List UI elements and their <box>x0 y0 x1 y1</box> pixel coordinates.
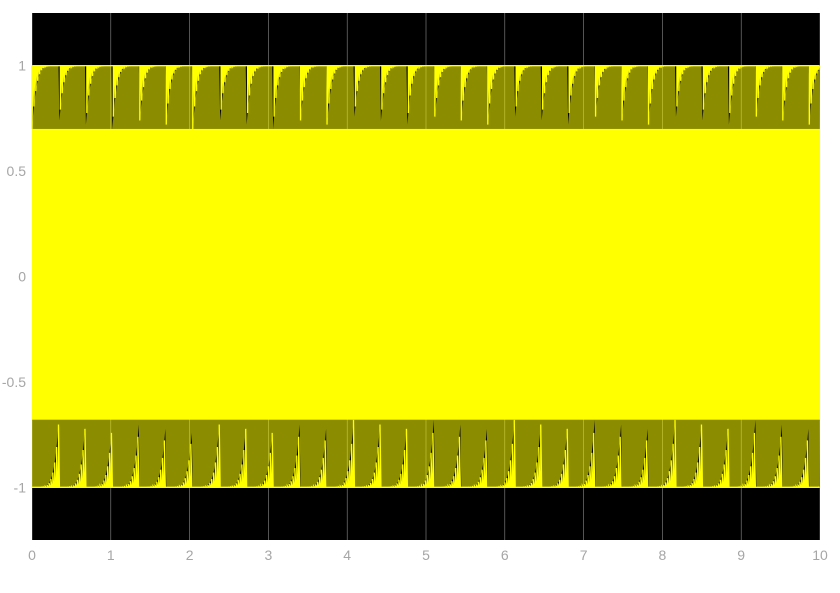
x-tick-label: 5 <box>422 547 430 563</box>
x-tick-label: 1 <box>107 547 115 563</box>
x-tick-label: 7 <box>580 547 588 563</box>
x-tick-label: 0 <box>28 547 36 563</box>
y-axis-ticks: 1 0.5 0 -0.5 -1 <box>2 58 26 496</box>
y-tick-label: 0.5 <box>7 163 27 179</box>
y-tick-label: -0.5 <box>2 374 26 390</box>
y-tick-label: 0 <box>18 269 26 285</box>
signal-series <box>31 65 821 488</box>
x-tick-label: 6 <box>501 547 509 563</box>
signal-lower-fill <box>32 419 820 488</box>
signal-lower-comb <box>32 419 820 488</box>
x-tick-label: 9 <box>737 547 745 563</box>
x-tick-label: 4 <box>343 547 351 563</box>
x-tick-label: 3 <box>265 547 273 563</box>
x-tick-label: 8 <box>659 547 667 563</box>
x-tick-label: 2 <box>186 547 194 563</box>
signal-fill-band <box>32 128 820 420</box>
y-tick-label: 1 <box>18 58 26 74</box>
x-tick-label: 10 <box>812 547 828 563</box>
x-axis-ticks: 0 1 2 3 4 5 6 7 8 9 10 <box>28 547 828 563</box>
signal-upper-fill <box>32 65 820 129</box>
y-tick-label: -1 <box>14 479 27 495</box>
